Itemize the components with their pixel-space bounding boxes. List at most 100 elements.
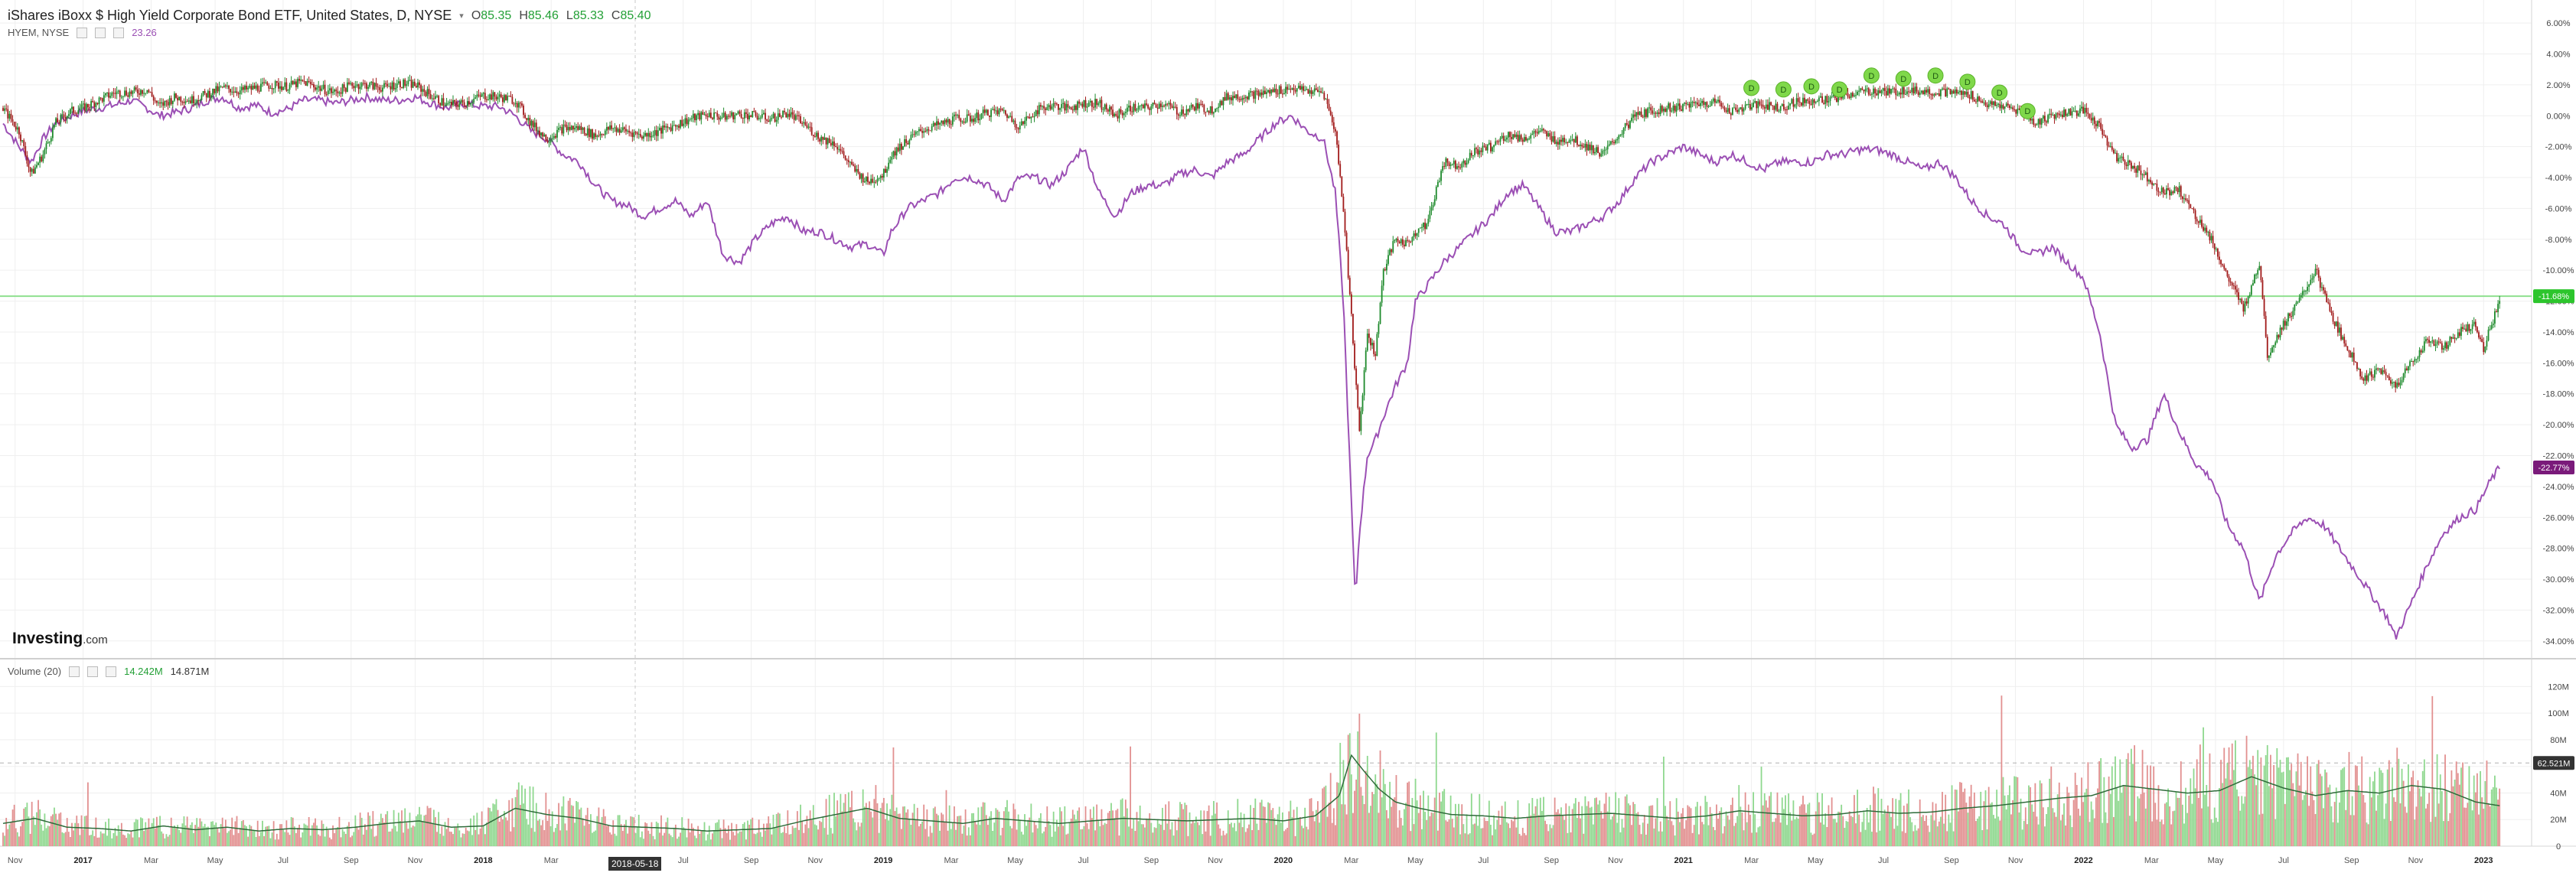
candle-body xyxy=(454,99,455,102)
dividend-marker[interactable]: D xyxy=(1927,67,1944,84)
candle-body xyxy=(2465,328,2467,332)
volume-bar xyxy=(2270,754,2271,846)
volume-bar xyxy=(2308,806,2310,846)
candle-body xyxy=(2467,324,2469,332)
candle-body xyxy=(1578,145,1580,146)
volume-bar xyxy=(1177,817,1179,846)
candle-body xyxy=(1754,101,1756,103)
legend-dropdown-icon[interactable]: ▾ xyxy=(459,11,464,21)
volume-bar xyxy=(639,837,641,846)
candle-body xyxy=(579,125,581,130)
candle-body xyxy=(1909,92,1912,93)
candle-body xyxy=(1991,101,1993,106)
candle-body xyxy=(532,121,534,128)
x-tick-label: Sep xyxy=(1944,856,1959,865)
settings-icon[interactable] xyxy=(95,27,106,38)
dividend-icon[interactable] xyxy=(1895,70,1912,87)
volume-bar xyxy=(519,804,521,846)
volume-bar xyxy=(1483,817,1485,846)
dividend-icon[interactable] xyxy=(1927,67,1944,84)
volume-bar xyxy=(1240,812,1242,846)
dividend-icon[interactable] xyxy=(2019,103,2036,119)
candle-body xyxy=(2420,350,2422,353)
volume-bar xyxy=(936,813,937,846)
candle-body xyxy=(2287,313,2289,322)
candle-body xyxy=(165,100,168,103)
dividend-marker[interactable]: D xyxy=(1803,78,1820,95)
volume-bar xyxy=(335,829,337,846)
dividend-icon[interactable] xyxy=(1743,80,1760,96)
dividend-icon[interactable] xyxy=(1831,81,1848,98)
candle-body xyxy=(604,130,606,135)
volume-bar xyxy=(1792,800,1795,846)
dividend-marker[interactable]: D xyxy=(1895,70,1912,87)
volume-bar xyxy=(155,816,158,846)
visibility-toggle-icon[interactable] xyxy=(77,27,88,38)
close-icon[interactable] xyxy=(113,27,125,38)
dividend-icon[interactable] xyxy=(1863,67,1880,84)
volume-bar xyxy=(231,817,233,846)
y-tick-label: -32.00% xyxy=(2543,606,2574,615)
volume-visibility-icon[interactable] xyxy=(69,666,80,677)
volume-bar xyxy=(1342,760,1345,846)
dividend-marker[interactable]: D xyxy=(1863,67,1880,84)
candle-body xyxy=(394,87,396,90)
candle-body xyxy=(297,79,298,87)
volume-bar xyxy=(489,808,491,846)
volume-bar xyxy=(1149,812,1151,846)
candle-body xyxy=(709,112,712,118)
volume-bar xyxy=(148,818,150,846)
candle-body xyxy=(504,95,505,103)
dividend-marker[interactable]: D xyxy=(1831,81,1848,98)
volume-bar xyxy=(316,825,318,846)
volume-bar xyxy=(1693,825,1695,846)
volume-settings-icon[interactable] xyxy=(87,666,99,677)
candle-body xyxy=(559,127,562,129)
volume-bar xyxy=(422,822,424,846)
volume-bar xyxy=(2326,772,2328,846)
volume-bar xyxy=(793,828,795,846)
dividend-icon[interactable] xyxy=(1803,78,1820,95)
dividend-icon[interactable] xyxy=(1959,73,1976,90)
volume-bar xyxy=(1398,810,1400,846)
volume-close-icon[interactable] xyxy=(106,666,117,677)
candle-body xyxy=(458,103,461,107)
candle-body xyxy=(1404,244,1405,246)
volume-bar xyxy=(1546,824,1548,846)
candle-body xyxy=(514,103,517,104)
volume-bar xyxy=(2481,797,2483,846)
volume-series xyxy=(2,695,2501,846)
volume-bar xyxy=(1038,818,1040,846)
dividend-marker[interactable]: D xyxy=(1775,81,1792,98)
candle-body xyxy=(1278,86,1280,95)
candle-body xyxy=(1798,102,1801,103)
candle-body xyxy=(108,92,110,98)
candle-body xyxy=(1458,166,1459,168)
volume-bar xyxy=(766,823,768,846)
candle-body xyxy=(486,99,487,100)
volume-bar xyxy=(1070,819,1072,846)
dividend-marker[interactable]: D xyxy=(2019,103,2036,119)
dividend-marker[interactable]: D xyxy=(1959,73,1976,90)
volume-bar xyxy=(1089,809,1091,846)
candle-body xyxy=(2484,347,2486,353)
volume-bar xyxy=(2444,754,2446,846)
volume-bar xyxy=(1571,809,1573,846)
candle-body xyxy=(1467,160,1469,163)
volume-bar xyxy=(2178,797,2180,846)
volume-bar xyxy=(849,807,851,846)
volume-bar xyxy=(2215,817,2217,846)
candle-body xyxy=(1115,113,1117,116)
volume-last-value-label: 62.521M xyxy=(2538,759,2571,768)
dividend-marker[interactable]: D xyxy=(1743,80,1760,96)
candle-body xyxy=(905,138,908,143)
volume-bar xyxy=(750,819,752,846)
volume-bar xyxy=(1986,829,1988,846)
candle-body xyxy=(2000,105,2003,109)
volume-bar xyxy=(865,803,867,846)
dividend-marker[interactable]: D xyxy=(1991,84,2008,101)
volume-bar xyxy=(846,812,848,846)
dividend-icon[interactable] xyxy=(1991,84,2008,101)
dividend-icon[interactable] xyxy=(1775,81,1792,98)
